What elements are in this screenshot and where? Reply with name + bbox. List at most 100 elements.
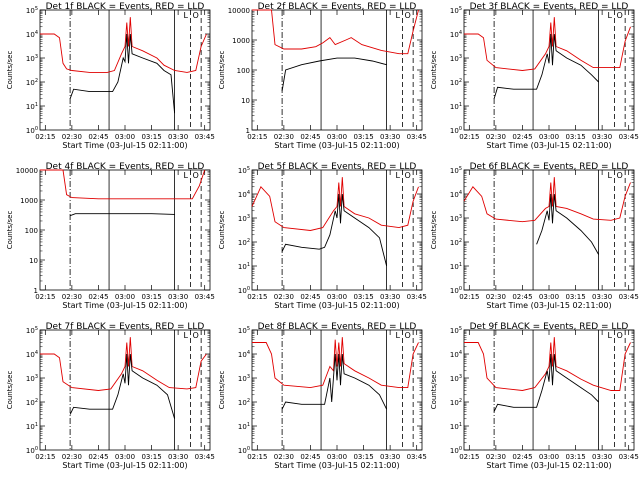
panel-4: Det 4f BLACK = Events, RED = LLD Counts/s…: [6, 162, 215, 310]
x-tick-label: 03:30: [168, 133, 188, 141]
o-marker: O: [617, 171, 623, 180]
y-tick-label: 105: [450, 166, 462, 175]
plot-frame: [39, 329, 211, 451]
series-events-line: [493, 353, 599, 412]
panel-title: Det 1f BLACK = Events, RED = LLD: [46, 2, 205, 12]
x-tick-label: 03:00: [327, 453, 347, 461]
x-axis-label: Start Time (03-Jul-15 02:11:00): [274, 141, 399, 150]
series-events-line: [69, 213, 175, 217]
y-tick-label: 103: [26, 374, 38, 383]
x-tick-label: 03:45: [619, 293, 639, 301]
y-axis-label: Counts/sec: [218, 211, 226, 250]
y-tick-label: 104: [238, 350, 250, 359]
x-tick-label: 03:00: [115, 453, 135, 461]
x-tick-label: 03:30: [168, 293, 188, 301]
plot-frame: [463, 169, 635, 291]
o-marker: O: [193, 331, 199, 340]
series-events-line: [281, 57, 387, 92]
x-tick-label: 03:30: [592, 453, 612, 461]
x-tick-label: 03:45: [407, 133, 427, 141]
panel-1: Det 1f BLACK = Events, RED = LLD Counts/s…: [6, 2, 215, 150]
panel-6: Det 6f BLACK = Events, RED = LLD Counts/s…: [430, 162, 639, 310]
panel-3: Det 3f BLACK = Events, RED = LLD Counts/s…: [430, 2, 639, 150]
y-tick-label: 101: [26, 422, 38, 431]
y-tick-label: 105: [238, 166, 250, 175]
y-tick-label: 10: [241, 97, 250, 105]
x-tick-label: 03:15: [565, 293, 585, 301]
y-axis-label: Counts/sec: [6, 51, 14, 90]
series-lld-line: [40, 17, 207, 73]
y-tick-label: 1: [246, 127, 250, 135]
y-tick-label: 102: [238, 238, 250, 247]
panel-title: Det 6f BLACK = Events, RED = LLD: [470, 162, 629, 172]
series-lld-line: [464, 337, 631, 391]
panel-title: Det 5f BLACK = Events, RED = LLD: [258, 162, 417, 172]
x-tick-label: 03:15: [353, 453, 373, 461]
y-tick-label: 104: [450, 30, 462, 39]
y-tick-label: 104: [26, 350, 38, 359]
y-tick-label: 105: [26, 6, 38, 15]
x-tick-label: 02:45: [300, 453, 320, 461]
y-tick-label: 100: [25, 227, 38, 235]
x-tick-label: 03:30: [592, 133, 612, 141]
y-tick-label: 104: [450, 190, 462, 199]
y-tick-label: 101: [450, 102, 462, 111]
x-tick-label: 02:15: [459, 133, 479, 141]
x-tick-label: 02:15: [247, 133, 267, 141]
y-tick-label: 101: [238, 422, 250, 431]
x-tick-label: 02:30: [486, 293, 506, 301]
x-tick-label: 02:15: [459, 453, 479, 461]
x-tick-label: 02:45: [300, 133, 320, 141]
l-marker: L: [396, 11, 401, 20]
l-marker: L: [396, 171, 401, 180]
x-tick-label: 03:45: [619, 453, 639, 461]
series-lld-line: [464, 17, 631, 71]
l-marker: L: [608, 171, 613, 180]
x-axis-label: Start Time (03-Jul-15 02:11:00): [274, 461, 399, 470]
x-tick-label: 03:45: [407, 293, 427, 301]
y-tick-label: 100: [238, 286, 250, 295]
plot-frame: [251, 9, 423, 131]
y-tick-label: 100: [450, 126, 462, 135]
x-tick-label: 03:15: [565, 133, 585, 141]
panel-5: Det 5f BLACK = Events, RED = LLD Counts/s…: [218, 162, 427, 310]
y-tick-label: 104: [238, 190, 250, 199]
series-events-line: [281, 353, 388, 410]
x-axis-label: Start Time (03-Jul-15 02:11:00): [486, 301, 611, 310]
panel-9: Det 9f BLACK = Events, RED = LLD Counts/s…: [430, 322, 639, 470]
y-tick-label: 100: [26, 446, 38, 455]
y-tick-label: 102: [450, 78, 462, 87]
x-tick-label: 02:45: [300, 293, 320, 301]
y-axis-label: Counts/sec: [6, 211, 14, 250]
l-marker: L: [184, 331, 189, 340]
series-lld-line: [40, 337, 207, 391]
series-events-line: [536, 193, 599, 255]
x-tick-label: 02:15: [247, 453, 267, 461]
o-marker: O: [405, 171, 411, 180]
x-tick-label: 03:00: [327, 293, 347, 301]
o-marker: O: [193, 11, 199, 20]
series-events-line: [281, 193, 388, 267]
x-tick-label: 02:30: [274, 293, 294, 301]
y-tick-label: 103: [238, 374, 250, 383]
y-tick-label: 104: [26, 30, 38, 39]
y-axis-label: Counts/sec: [430, 211, 438, 250]
x-tick-label: 02:30: [486, 453, 506, 461]
x-tick-label: 02:30: [274, 133, 294, 141]
x-tick-label: 03:15: [141, 293, 161, 301]
x-axis-label: Start Time (03-Jul-15 02:11:00): [274, 301, 399, 310]
x-tick-label: 03:15: [353, 133, 373, 141]
x-axis-label: Start Time (03-Jul-15 02:11:00): [62, 461, 187, 470]
y-tick-label: 10000: [16, 167, 38, 175]
x-tick-label: 03:00: [539, 133, 559, 141]
y-tick-label: 105: [450, 6, 462, 15]
y-axis-label: Counts/sec: [218, 51, 226, 90]
y-tick-label: 105: [238, 326, 250, 335]
x-tick-label: 02:30: [274, 453, 294, 461]
o-marker: O: [405, 331, 411, 340]
panel-title: Det 8f BLACK = Events, RED = LLD: [258, 322, 417, 332]
y-tick-label: 100: [450, 286, 462, 295]
y-tick-label: 101: [450, 262, 462, 271]
x-tick-label: 02:30: [486, 133, 506, 141]
x-tick-label: 03:45: [195, 453, 215, 461]
